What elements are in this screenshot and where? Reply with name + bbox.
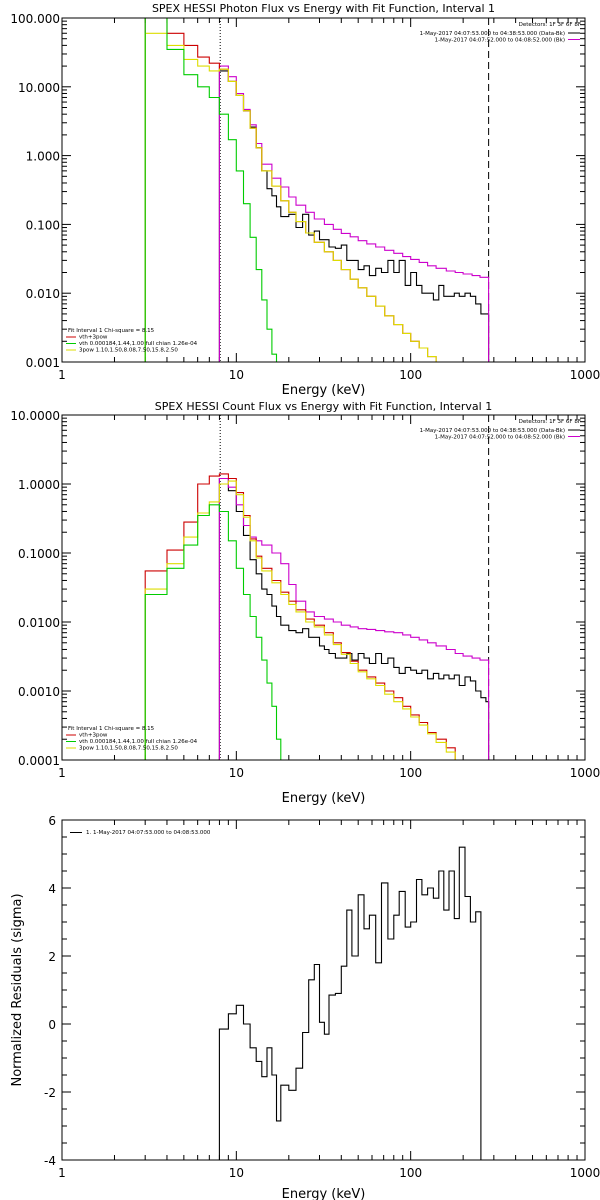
x-tick-label: 100: [399, 1166, 422, 1180]
y-tick-label: 1.0000: [18, 478, 60, 492]
x-axis-label: Energy (keV): [282, 383, 366, 398]
x-tick-label: 1000: [570, 766, 600, 780]
x-axis-label: Energy (keV): [282, 1187, 366, 1200]
series-line-3: [144, 480, 464, 760]
x-tick-label: 10: [229, 766, 244, 780]
legend-entry: vth 0.000184,1.44,1.00 full chian 1.26e-…: [79, 341, 198, 347]
legend-entry: 3pow 1.10,1.50,8.08,7.50,15.8,2.50: [79, 746, 178, 752]
y-tick-label: 0.010: [26, 287, 60, 301]
legend-entry: 3pow 1.10,1.50,8.08,7.50,15.8,2.50: [79, 348, 178, 354]
series-line-3: [144, 32, 437, 362]
plot-frame: [61, 414, 586, 761]
legend-entry: 1. 1-May-2017 04:07:53.000 to 04:08:53.0…: [86, 830, 211, 836]
y-tick-label: 6: [48, 814, 56, 828]
x-tick-label: 1000: [570, 1166, 600, 1180]
x-tick-label: 10: [229, 1166, 244, 1180]
y-tick-label: 1.000: [26, 150, 60, 164]
chart-title: SPEX HESSI Photon Flux vs Energy with Fi…: [152, 2, 495, 15]
x-tick-label: 1: [58, 1166, 66, 1180]
legend-entry: Fit Interval 1 Chi-square = 8.15: [68, 726, 155, 732]
y-tick-label: 4: [48, 882, 56, 896]
y-tick-label: 100.000: [10, 12, 60, 26]
series-line-4: [144, 504, 285, 760]
y-tick-label: 0: [48, 1018, 56, 1032]
series-line-4: [144, 18, 281, 362]
y-tick-label: 0.0010: [18, 685, 60, 699]
x-axis-label: Energy (keV): [282, 791, 366, 806]
y-tick-label: 0.001: [26, 356, 60, 370]
x-tick-label: 1000: [570, 368, 600, 382]
plot-frame: [61, 17, 586, 363]
y-tick-label: 2: [48, 950, 56, 964]
legend-entry: Fit Interval 1 Chi-square = 8.15: [68, 328, 155, 334]
series-line-0: [218, 70, 490, 362]
legend-entry: 1-May-2017 04:07:52.000 to 04:08:52.000 …: [435, 435, 565, 441]
y-tick-label: 10.000: [18, 81, 60, 95]
y-tick-label: 0.0100: [18, 616, 60, 630]
y-tick-label: -4: [44, 1154, 56, 1168]
x-tick-label: 1: [58, 368, 66, 382]
y-tick-label: 0.1000: [18, 547, 60, 561]
legend-entry: 1-May-2017 04:07:53.000 to 04:38:53.000 …: [420, 31, 565, 37]
series-line-2: [144, 473, 489, 760]
y-tick-label: 10.0000: [10, 409, 60, 423]
series-group: [218, 846, 489, 1160]
y-tick-label: 0.100: [26, 218, 60, 232]
count-flux-panel: SPEX HESSI Count Flux vs Energy with Fit…: [10, 400, 600, 806]
legend-entry: vth+3pow: [79, 335, 108, 341]
y-tick-label: 0.0001: [18, 754, 60, 768]
series-group: [144, 18, 490, 362]
legend-entry: 1-May-2017 04:07:52.000 to 04:08:52.000 …: [435, 38, 565, 44]
series-group: [144, 473, 490, 760]
x-tick-label: 1: [58, 766, 66, 780]
legend-entry: vth+3pow: [79, 733, 108, 739]
x-tick-label: 10: [229, 368, 244, 382]
series-line-1: [218, 477, 490, 760]
series-line-0: [218, 477, 490, 760]
x-tick-label: 100: [399, 766, 422, 780]
chart-title: SPEX HESSI Count Flux vs Energy with Fit…: [155, 400, 492, 413]
y-axis-label: Normalized Residuals (sigma): [10, 893, 25, 1086]
legend-entry: 1-May-2017 04:07:53.000 to 04:38:53.000 …: [420, 428, 565, 434]
detectors-label: Detectors: 1F 3F 6F 8F: [519, 22, 581, 28]
series-line-1: [218, 65, 490, 362]
y-tick-label: -2: [44, 1086, 56, 1100]
photon-flux-panel: SPEX HESSI Photon Flux vs Energy with Fi…: [10, 2, 600, 398]
residuals-panel: 1 10 100 1000 -4 -2 0 2 4 6 Energy (keV) Normalized…: [10, 814, 600, 1200]
plot-frame: [61, 819, 586, 1161]
series-line-2: [144, 18, 489, 362]
detectors-label: Detectors: 1F 3F 6F 8F: [519, 419, 581, 425]
series-line-0: [218, 846, 489, 1160]
legend-entry: vth 0.000184,1.44,1.00 full chian 1.26e-…: [79, 739, 198, 745]
x-tick-label: 100: [399, 368, 422, 382]
